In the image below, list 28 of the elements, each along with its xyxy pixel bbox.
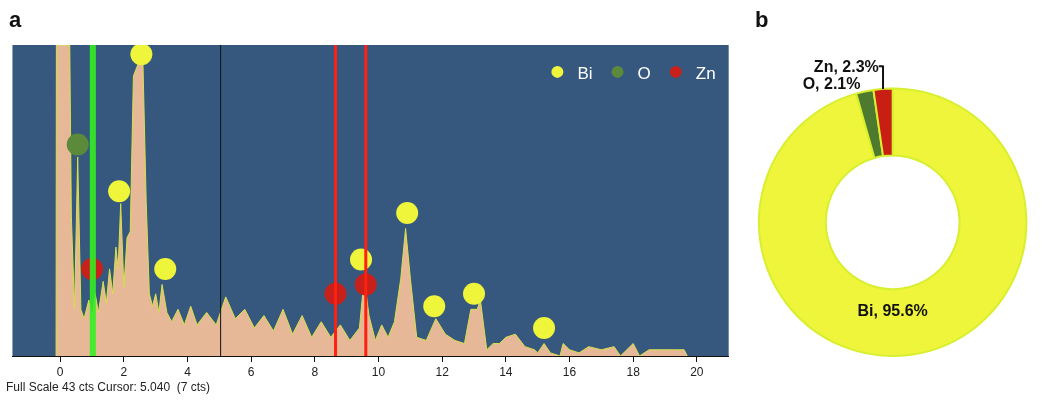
x-tick-label: 18	[626, 365, 641, 380]
x-tick-label: 10	[371, 365, 386, 380]
x-tick-label: 4	[184, 365, 192, 380]
x-tick-label: 16	[562, 365, 577, 380]
legend-label: Bi	[577, 63, 593, 83]
point	[130, 45, 153, 66]
legend-label: Zn	[695, 63, 716, 83]
x-tick-label: 8	[311, 365, 319, 380]
text: Full Scale 43 cts Cursor: 5.040 (7 cts)	[6, 380, 211, 394]
point	[463, 282, 486, 305]
point	[66, 133, 89, 156]
point	[108, 180, 131, 203]
x-tick-label: 20	[690, 365, 704, 380]
x-tick-label: 12	[435, 365, 450, 380]
point	[423, 295, 446, 318]
x-tick-label: 2	[120, 365, 128, 380]
point	[533, 317, 556, 339]
point	[396, 201, 419, 224]
point	[154, 257, 177, 280]
legend-label: O	[637, 63, 651, 83]
slice-label: O, 2.1%	[802, 74, 861, 92]
x-tick-label: 0	[56, 365, 64, 380]
chart-title: a	[9, 7, 22, 32]
slice-label: Bi, 95.6%	[857, 301, 928, 319]
chart-title: b	[755, 7, 769, 32]
x-tick-label: 14	[499, 365, 513, 380]
x-tick-label: 6	[247, 365, 255, 380]
slice-label: Zn, 2.3%	[813, 57, 879, 75]
